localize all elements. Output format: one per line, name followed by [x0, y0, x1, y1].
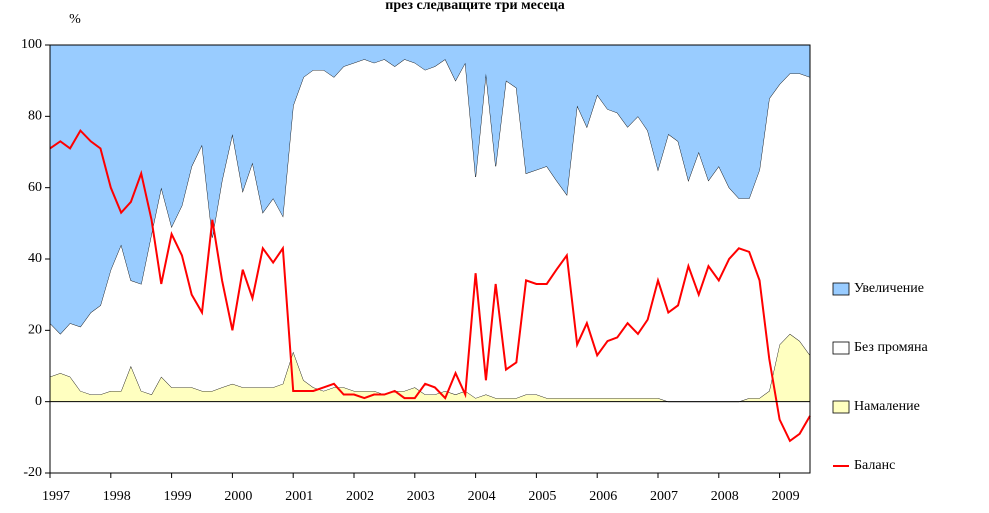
y-axis-label: %: [69, 12, 81, 27]
x-tick-label: 2002: [346, 489, 374, 504]
x-tick-label: 2001: [285, 489, 313, 504]
y-tick-label: -20: [23, 465, 42, 480]
x-tick-label: 2004: [468, 489, 496, 504]
legend-label: Без промяна: [854, 340, 928, 355]
x-tick-label: 1998: [103, 489, 131, 504]
x-tick-label: 2009: [772, 489, 800, 504]
y-tick-label: 60: [28, 180, 42, 195]
x-tick-label: 2008: [711, 489, 739, 504]
y-tick-label: 40: [28, 251, 42, 266]
x-tick-label: 1997: [42, 489, 70, 504]
x-tick-label: 2003: [407, 489, 435, 504]
chart-title: през следващите три месеца: [385, 0, 564, 13]
area: [50, 333, 810, 402]
x-tick-label: 2005: [528, 489, 556, 504]
x-tick-label: 2007: [650, 489, 678, 504]
x-tick-label: 2000: [224, 489, 252, 504]
legend-swatch: [832, 282, 850, 296]
legend-label: Увеличение: [854, 281, 924, 296]
y-tick-label: 0: [35, 394, 42, 409]
y-tick-label: 80: [28, 109, 42, 124]
x-tick-label: 2006: [589, 489, 617, 504]
legend-label: Баланс: [854, 458, 895, 473]
legend-swatch: [832, 341, 850, 355]
y-tick-label: 100: [21, 37, 42, 52]
area: [50, 59, 810, 402]
x-tick-label: 1999: [164, 489, 192, 504]
y-tick-label: 20: [28, 323, 42, 338]
area: [50, 45, 810, 334]
line: [49, 128, 811, 443]
legend-label: Намаление: [854, 399, 920, 414]
legend-swatch: [832, 400, 850, 414]
